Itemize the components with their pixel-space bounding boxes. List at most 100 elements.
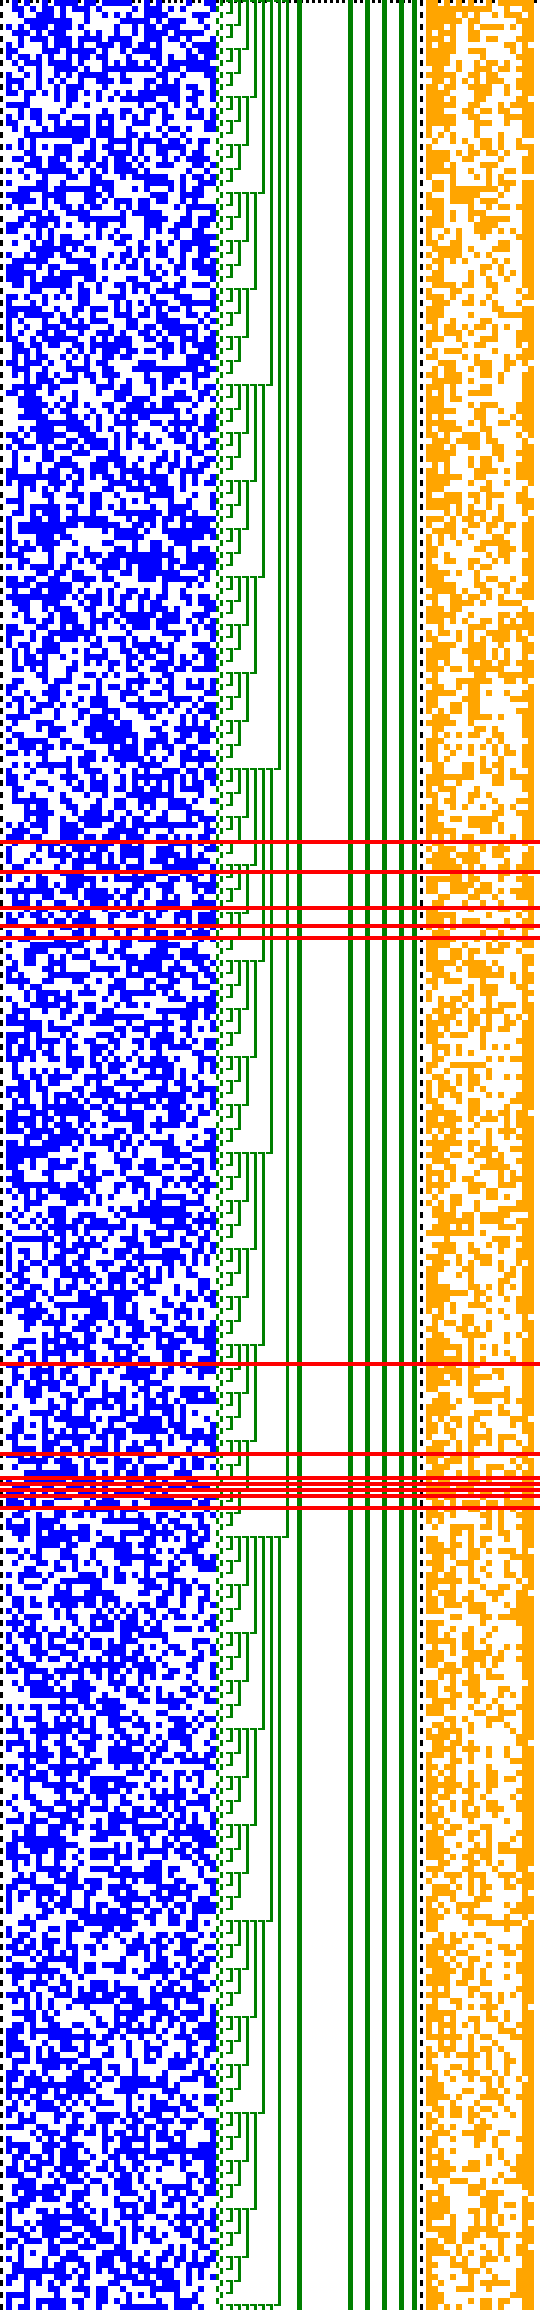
state-cell <box>24 690 30 696</box>
state-cell <box>132 1266 138 1272</box>
state-cell <box>18 504 24 510</box>
state-cell <box>66 1392 72 1398</box>
state-cell <box>210 864 216 870</box>
state-cell <box>78 210 84 216</box>
state-cell <box>48 702 54 708</box>
state-cell <box>180 186 186 192</box>
state-cell <box>150 1122 156 1128</box>
state-cell <box>186 594 192 600</box>
state-cell <box>48 684 54 690</box>
state-cell <box>78 1020 84 1026</box>
state-cell <box>162 1464 168 1470</box>
state-cell <box>186 1368 192 1374</box>
state-cell <box>84 1194 90 1200</box>
state-cell <box>204 0 210 6</box>
state-cell <box>162 858 168 864</box>
state-cell <box>120 1224 126 1230</box>
state-cell <box>156 480 162 486</box>
state-cell <box>132 1098 138 1104</box>
state-cell <box>12 900 18 906</box>
state-cell <box>132 912 138 918</box>
state-cell <box>132 6 138 12</box>
state-cell <box>198 1158 204 1164</box>
state-cell <box>162 132 168 138</box>
state-cell <box>210 504 216 510</box>
state-cell <box>174 804 180 810</box>
state-cell <box>54 132 60 138</box>
state-cell <box>12 894 18 900</box>
state-cell <box>162 1026 168 1032</box>
state-cell <box>36 462 42 468</box>
state-cell <box>174 102 180 108</box>
state-cell <box>156 18 162 24</box>
state-cell <box>120 786 126 792</box>
state-cell <box>180 252 186 258</box>
state-cell <box>72 240 78 246</box>
state-cell <box>186 1176 192 1182</box>
state-cell <box>150 222 156 228</box>
state-cell <box>114 300 120 306</box>
state-cell <box>138 366 144 372</box>
state-cell <box>18 24 24 30</box>
state-cell <box>150 612 156 618</box>
top-border-cell <box>96 0 99 3</box>
state-cell <box>30 1002 36 1008</box>
state-cell <box>12 438 18 444</box>
state-cell <box>114 1302 120 1308</box>
state-cell <box>102 384 108 390</box>
state-cell <box>174 666 180 672</box>
state-cell <box>168 570 174 576</box>
state-cell <box>204 720 210 726</box>
state-cell <box>192 798 198 804</box>
state-cell <box>126 810 132 816</box>
state-cell <box>72 636 78 642</box>
state-cell <box>48 324 54 330</box>
state-cell <box>12 828 18 834</box>
state-cell <box>210 1512 216 1518</box>
state-cell <box>126 384 132 390</box>
state-cell <box>132 1422 138 1428</box>
state-cell <box>192 900 198 906</box>
state-cell <box>180 1068 186 1074</box>
state-cell <box>42 978 48 984</box>
state-cell <box>186 834 192 840</box>
state-cell <box>42 606 48 612</box>
state-cell <box>174 960 180 966</box>
state-cell <box>120 210 126 216</box>
state-cell <box>210 1440 216 1446</box>
state-cell <box>210 1056 216 1062</box>
state-cell <box>78 330 84 336</box>
state-cell <box>24 1470 30 1476</box>
state-cell <box>126 198 132 204</box>
state-cell <box>144 594 150 600</box>
state-cell <box>174 912 180 918</box>
state-cell <box>48 18 54 24</box>
state-cell <box>210 420 216 426</box>
state-cell <box>72 1134 78 1140</box>
state-cell <box>6 846 12 852</box>
state-cell <box>114 240 120 246</box>
state-cell <box>18 1458 24 1464</box>
state-cell <box>180 714 186 720</box>
state-cell <box>174 96 180 102</box>
state-cell <box>90 1380 96 1386</box>
state-cell <box>6 1188 12 1194</box>
state-cell <box>102 1380 108 1386</box>
state-cell <box>60 1140 66 1146</box>
state-cell <box>30 258 36 264</box>
state-cell <box>126 1368 132 1374</box>
state-cell <box>90 738 96 744</box>
state-cell <box>18 1128 24 1134</box>
state-cell <box>180 174 186 180</box>
state-cell <box>96 1290 102 1296</box>
state-cell <box>192 876 198 882</box>
state-cell <box>90 1446 96 1452</box>
state-cell <box>150 336 156 342</box>
state-cell <box>132 786 138 792</box>
state-cell <box>198 468 204 474</box>
state-cell <box>42 420 48 426</box>
state-cell <box>198 912 204 918</box>
state-cell <box>18 1170 24 1176</box>
state-cell <box>186 354 192 360</box>
state-cell <box>90 696 96 702</box>
